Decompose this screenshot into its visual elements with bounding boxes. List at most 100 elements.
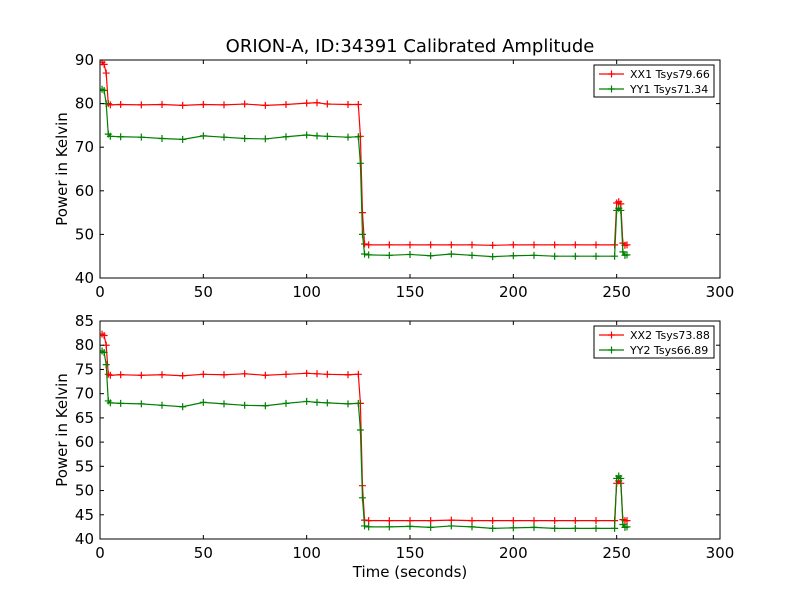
data-point (365, 523, 373, 531)
data-point (303, 131, 311, 139)
y-tick-label: 50 (75, 225, 94, 243)
data-point (358, 494, 366, 502)
series-2 (100, 85, 631, 261)
data-point (199, 100, 207, 108)
data-point (427, 517, 435, 525)
y-tick-label: 75 (75, 360, 94, 378)
data-point (313, 370, 321, 378)
data-point (468, 251, 476, 259)
data-point (551, 252, 559, 260)
x-tick-label: 100 (292, 283, 321, 301)
data-point (551, 524, 559, 532)
data-point (323, 100, 331, 108)
data-point (117, 133, 125, 141)
y-tick-label: 80 (75, 95, 94, 113)
data-point (406, 241, 414, 249)
data-point (406, 522, 414, 530)
y-tick-label: 70 (75, 385, 94, 403)
data-point (261, 101, 269, 109)
x-tick-label: 250 (602, 283, 631, 301)
data-point (623, 517, 631, 525)
data-point (551, 241, 559, 249)
x-tick-label: 100 (292, 544, 321, 562)
data-point (385, 517, 393, 525)
data-point (427, 241, 435, 249)
data-point (468, 241, 476, 249)
y-axis-label: Power in Kelvin (53, 373, 71, 487)
data-point (354, 133, 362, 141)
data-point (592, 517, 600, 525)
data-point (356, 159, 364, 167)
data-point (447, 241, 455, 249)
data-point (261, 135, 269, 143)
data-point (447, 522, 455, 530)
data-point (106, 101, 114, 109)
legend-swatch-marker (608, 70, 615, 78)
data-point (617, 200, 625, 208)
legend-swatch-marker (608, 331, 615, 339)
data-point (199, 370, 207, 378)
data-point (361, 522, 369, 530)
data-point (623, 251, 631, 259)
data-point (489, 517, 497, 525)
data-point (354, 100, 362, 108)
legend-label: XX2 Tsys73.88 (630, 329, 710, 342)
chart-1: 0 50 100 150 200 250 300 40 50 60 70 80 90 ORION-A, I… (53, 36, 734, 301)
y-tick-label: 90 (75, 51, 94, 69)
data-point (354, 399, 362, 407)
x-tick-label: 50 (194, 283, 213, 301)
data-point (530, 241, 538, 249)
data-point (509, 517, 517, 525)
x-tick-label: 300 (706, 283, 735, 301)
data-point (313, 398, 321, 406)
data-point (303, 99, 311, 107)
data-point (323, 370, 331, 378)
data-point (365, 251, 373, 259)
data-point (623, 523, 631, 531)
data-point (530, 251, 538, 259)
legend-label: XX1 Tsys79.66 (630, 68, 710, 81)
data-point (489, 524, 497, 532)
data-point (623, 241, 631, 249)
data-point (261, 371, 269, 379)
data-point (427, 252, 435, 260)
legend-swatch-marker (608, 85, 615, 93)
data-point (179, 135, 187, 143)
x-tick-label: 0 (95, 544, 105, 562)
x-tick-label: 200 (499, 283, 528, 301)
data-point (241, 401, 249, 409)
y-tick-label: 60 (75, 433, 94, 451)
data-point (509, 241, 517, 249)
y-tick-label: 60 (75, 182, 94, 200)
data-point (313, 99, 321, 107)
y-tick-label: 55 (75, 457, 94, 475)
data-point (344, 400, 352, 408)
data-point (406, 250, 414, 258)
data-point (489, 253, 497, 261)
data-point (106, 399, 114, 407)
legend-label: YY1 Tsys71.34 (629, 83, 708, 96)
data-point (100, 332, 108, 340)
data-point (447, 250, 455, 258)
data-point (468, 523, 476, 531)
data-point (220, 371, 228, 379)
data-point (551, 517, 559, 525)
data-point (592, 252, 600, 260)
data-point (220, 400, 228, 408)
y-tick-label: 65 (75, 409, 94, 427)
data-point (489, 241, 497, 249)
x-tick-label: 150 (396, 283, 425, 301)
data-point (361, 240, 369, 248)
data-point (361, 250, 369, 258)
data-point (106, 371, 114, 379)
legend-label: YY2 Tsys66.89 (629, 344, 708, 357)
chart-2: 0 50 100 150 200 250 300 40 45 50 55 60 65 70 75 80 85 Po… (53, 312, 734, 581)
legend-box (593, 64, 715, 98)
data-point (137, 371, 145, 379)
data-point (344, 133, 352, 141)
data-point (220, 133, 228, 141)
data-point (282, 133, 290, 141)
data-point (282, 370, 290, 378)
data-point (117, 399, 125, 407)
